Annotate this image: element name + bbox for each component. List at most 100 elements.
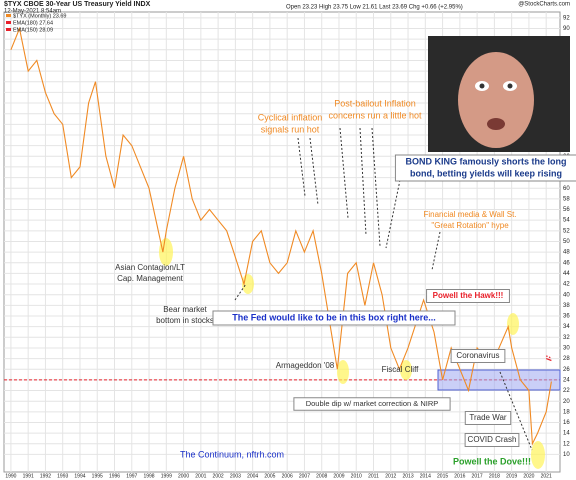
x-tick-label: 2008 xyxy=(316,473,327,479)
y-tick-label: 46 xyxy=(563,260,570,266)
y-tick-label: 16 xyxy=(563,420,570,426)
x-tick-label: 2006 xyxy=(282,473,293,479)
annotation-text: COVID Crash xyxy=(468,435,517,444)
x-tick-label: 2005 xyxy=(264,473,275,479)
y-tick-label: 92 xyxy=(563,15,570,21)
annotation-text: Armageddon '08 xyxy=(276,361,335,370)
annotation: Bear market bottom in stocks xyxy=(156,305,214,325)
annotation-text: Coronavirus xyxy=(456,351,499,360)
annotation: Asian Contagion/LT Cap. Management xyxy=(115,263,185,283)
target-box xyxy=(437,369,561,391)
x-tick-label: 2015 xyxy=(437,473,448,479)
annotation-text: Fiscal Cliff xyxy=(382,365,420,374)
date: 12-May-2021 8:54am xyxy=(4,9,61,15)
annotation-text: Cyclical inflation xyxy=(258,112,323,122)
y-tick-label: 24 xyxy=(563,377,570,383)
annotation-text: Trade War xyxy=(469,413,507,422)
x-tick-label: 2002 xyxy=(213,473,224,479)
y-tick-label: 30 xyxy=(563,346,570,352)
annotation-text: BOND KING famously shorts the long xyxy=(405,156,566,166)
x-tick-label: 2014 xyxy=(420,473,431,479)
y-tick-label: 36 xyxy=(563,314,570,320)
x-tick-label: 1995 xyxy=(92,473,103,479)
y-tick-label: 48 xyxy=(563,250,570,256)
y-tick-label: 32 xyxy=(563,335,570,341)
y-tick-label: 54 xyxy=(563,218,570,224)
highlight xyxy=(400,360,412,380)
y-tick-label: 28 xyxy=(563,356,570,362)
x-tick-label: 1990 xyxy=(5,473,16,479)
annotation: Powell the Dove!!! xyxy=(453,456,531,466)
x-tick-label: 2021 xyxy=(541,473,552,479)
y-tick-label: 20 xyxy=(563,399,570,405)
series-line xyxy=(545,358,552,362)
y-tick-label: 42 xyxy=(563,282,570,288)
annotation: Powell the Hawk!!! xyxy=(426,289,510,303)
source: @StockCharts.com xyxy=(518,2,570,8)
x-tick-label: 2012 xyxy=(385,473,396,479)
legend-swatch xyxy=(6,21,11,24)
x-tick-label: 1997 xyxy=(126,473,137,479)
annotation: Post-bailout Inflation concerns run a lit… xyxy=(328,98,422,120)
x-tick-label: 2017 xyxy=(472,473,483,479)
x-tick-label: 2004 xyxy=(247,473,258,479)
y-tick-label: 10 xyxy=(563,452,570,458)
legend-swatch xyxy=(6,28,11,31)
annotation-box xyxy=(293,397,451,411)
annotation-text: concerns run a little hot xyxy=(328,110,422,120)
annotation: Double dip w/ market correction & NIRP xyxy=(293,397,451,411)
x-tick-label: 1996 xyxy=(109,473,120,479)
annotation-text: Powell the Dove!!! xyxy=(453,456,531,466)
annotation-text: bond, betting yields will keep rising xyxy=(410,168,562,178)
annotation-text: Cap. Management xyxy=(117,274,184,283)
highlight xyxy=(337,360,349,384)
highlight xyxy=(531,441,545,469)
legend-entry: $TYX (Monthly) 23.69 xyxy=(13,13,67,19)
y-tick-label: 38 xyxy=(563,303,570,309)
x-tick-label: 1993 xyxy=(57,473,68,479)
x-tick-label: 2011 xyxy=(368,473,379,479)
annotation-text: Financial media & Wall St. xyxy=(423,210,516,219)
legend-swatch xyxy=(6,14,11,17)
x-tick-label: 1994 xyxy=(74,473,85,479)
x-tick-label: 2019 xyxy=(506,473,517,479)
y-tick-label: 44 xyxy=(563,271,570,277)
y-tick-label: 90 xyxy=(563,26,570,32)
annotation-text: The Continuum, nftrh.com xyxy=(180,449,284,459)
annotation: The Fed would like to be in this box rig… xyxy=(212,310,456,326)
annotation-box xyxy=(464,433,520,447)
annotation-text: Bear market xyxy=(163,305,207,314)
legend-entry: EMA(150) 28.09 xyxy=(13,27,53,33)
annotation-box xyxy=(426,289,510,303)
annotation: Cyclical inflation signals run hot xyxy=(258,112,323,134)
x-tick-label: 1998 xyxy=(143,473,154,479)
annotation: Coronavirus xyxy=(450,349,506,363)
y-tick-label: 58 xyxy=(563,196,570,202)
x-tick-label: 1991 xyxy=(23,473,34,479)
x-tick-label: 1992 xyxy=(40,473,51,479)
annotation: Fiscal Cliff xyxy=(382,365,420,374)
annotation: The Continuum, nftrh.com xyxy=(180,449,284,459)
x-tick-label: 2001 xyxy=(195,473,206,479)
annotation-text: Post-bailout Inflation xyxy=(334,98,416,108)
annotation-text: signals run hot xyxy=(261,124,320,134)
annotation-arrows xyxy=(234,127,533,451)
photo xyxy=(428,36,570,152)
annotation-text: "Great Rotation" hype xyxy=(431,221,509,230)
x-tick-label: 2010 xyxy=(351,473,362,479)
annotation-text: The Fed would like to be in this box rig… xyxy=(232,312,436,322)
x-tick-label: 2013 xyxy=(402,473,413,479)
annotation-text: Powell the Hawk!!! xyxy=(433,291,504,300)
legend-entry: EMA(180) 27.64 xyxy=(13,20,53,26)
y-tick-label: 56 xyxy=(563,207,570,213)
highlight xyxy=(159,238,173,266)
annotation-box xyxy=(394,154,576,182)
annotation-text: Double dip w/ market correction & NIRP xyxy=(306,399,439,408)
highlight xyxy=(507,313,519,335)
annotation: BOND KING famously shorts the long bond, … xyxy=(394,154,576,182)
x-tick-label: 2018 xyxy=(489,473,500,479)
y-tick-label: 14 xyxy=(563,431,570,437)
annotation: Financial media & Wall St. "Great Rotatio… xyxy=(423,210,516,230)
x-tick-label: 2000 xyxy=(178,473,189,479)
x-tick-label: 1999 xyxy=(161,473,172,479)
